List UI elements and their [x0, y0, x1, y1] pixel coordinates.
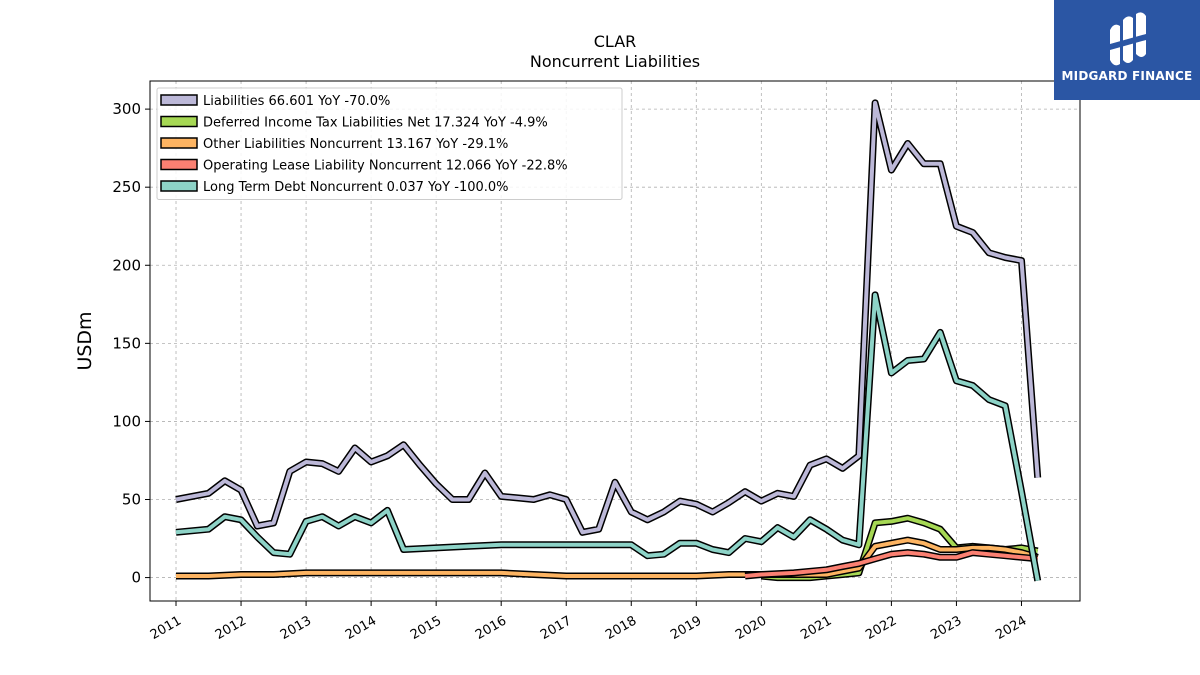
y-tick-label: 0: [131, 569, 141, 587]
y-tick-label: 200: [112, 256, 141, 274]
x-tick-label: 2024: [993, 613, 1029, 643]
legend-label: Long Term Debt Noncurrent 0.037 YoY -100…: [203, 180, 509, 195]
series-lines: [175, 99, 1042, 582]
legend-swatch: [160, 180, 198, 192]
legend-swatch: [160, 158, 198, 171]
y-tick-label: 150: [112, 334, 141, 352]
x-tick-label: 2018: [603, 613, 639, 643]
chart-title: CLAR: [594, 32, 637, 51]
x-tick-label: 2020: [733, 613, 769, 643]
x-tick-label: 2011: [148, 613, 184, 643]
y-tick-label: 50: [122, 490, 141, 508]
y-axis-label: USDm: [74, 311, 96, 370]
legend-swatch: [160, 137, 198, 149]
legend-label: Deferred Income Tax Liabilities Net 17.3…: [203, 116, 548, 131]
brand-name: MIDGARD FINANCE: [1061, 69, 1193, 83]
y-tick-label: 300: [112, 100, 141, 118]
series-0: [175, 99, 1042, 536]
x-tick-label: 2017: [538, 613, 574, 643]
legend-label: Other Liabilities Noncurrent 13.167 YoY …: [203, 137, 508, 152]
x-tick-label: 2016: [473, 613, 509, 643]
legend-label: Liabilities 66.601 YoY -70.0%: [203, 94, 390, 109]
legend-swatch: [160, 115, 198, 128]
series-4: [175, 291, 1042, 582]
midgard-logo-icon: [1110, 12, 1146, 66]
y-tick-label: 250: [112, 178, 141, 196]
legend-swatch: [160, 94, 198, 106]
x-tick-label: 2014: [343, 613, 379, 643]
series-3: [744, 549, 1039, 580]
x-tick-label: 2015: [408, 613, 444, 643]
chart-subtitle: Noncurrent Liabilities: [530, 52, 700, 71]
legend: Liabilities 66.601 YoY -70.0% Deferred In…: [156, 87, 623, 200]
series-line: [175, 292, 1040, 582]
x-tick-label: 2021: [798, 613, 834, 643]
legend-label: Operating Lease Liability Noncurrent 12.…: [203, 159, 568, 174]
x-tick-label: 2023: [928, 613, 964, 643]
x-axis: 2011 2012 2013 2014 2015 2016 2017 2018 2019 2020…: [148, 601, 1029, 643]
x-tick-label: 2012: [213, 613, 249, 643]
series-line: [744, 550, 1038, 578]
y-axis: 0 50 100 150 200 250 300: [112, 100, 150, 587]
series-line: [175, 100, 1040, 535]
plot-frame: [149, 80, 1081, 602]
x-tick-label: 2013: [278, 613, 314, 643]
series-line: [176, 538, 1039, 578]
x-tick-label: 2019: [668, 613, 704, 643]
series-2: [176, 536, 1039, 580]
x-tick-label: 2022: [863, 613, 899, 643]
y-tick-label: 100: [112, 412, 141, 430]
brand-logo: MIDGARD FINANCE: [1054, 0, 1200, 100]
legend-box: [156, 87, 623, 200]
